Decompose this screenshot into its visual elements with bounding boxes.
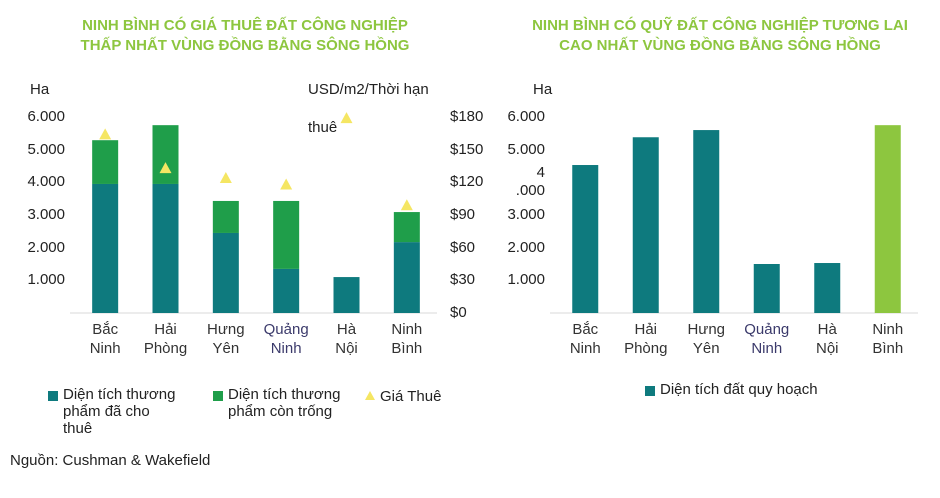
y-tick-label: 3.000 bbox=[27, 206, 65, 223]
bar bbox=[753, 264, 780, 313]
price-marker bbox=[400, 199, 413, 211]
bar bbox=[273, 268, 300, 313]
y2-axis-label: USD/m2/Thời hạn bbox=[308, 81, 429, 98]
y-tick-label: 1.000 bbox=[507, 271, 545, 289]
bar bbox=[874, 125, 901, 314]
price-marker bbox=[99, 128, 112, 140]
y-tick-label: 2.000 bbox=[507, 238, 545, 256]
y2-tick-label: $0 bbox=[450, 304, 467, 321]
y2-tick-label: $150 bbox=[450, 140, 484, 158]
price-marker bbox=[159, 162, 172, 174]
x-tick-label: Hà Nội bbox=[335, 321, 358, 357]
bar bbox=[333, 277, 360, 313]
bar bbox=[693, 130, 720, 313]
bar bbox=[393, 212, 420, 243]
y2-tick-label: $60 bbox=[450, 238, 476, 256]
price-marker bbox=[280, 178, 293, 190]
legend-marker bbox=[645, 386, 655, 396]
x-tick-label: Bắc Ninh bbox=[569, 321, 601, 357]
y-tick-label: 6.000 bbox=[27, 108, 65, 125]
y-tick-label: 3.000 bbox=[507, 206, 545, 223]
bar bbox=[152, 125, 179, 184]
legend-marker bbox=[213, 391, 223, 401]
legend-marker bbox=[365, 391, 375, 400]
y-tick-label: 5.000 bbox=[27, 140, 65, 158]
bar bbox=[814, 263, 841, 313]
y-tick-label: 2.000 bbox=[27, 238, 65, 256]
x-tick-label: Ninh Bình bbox=[391, 321, 423, 357]
x-tick-label: Quảng Ninh bbox=[744, 321, 790, 357]
y-tick-label: 1.000 bbox=[27, 271, 65, 289]
x-tick-label: Ninh Bình bbox=[872, 321, 904, 357]
x-tick-label: Hải Phòng bbox=[624, 321, 668, 357]
bar bbox=[632, 137, 659, 313]
bar bbox=[92, 140, 119, 184]
bar bbox=[152, 183, 179, 313]
legend-label: Diện tích thương phẩm còn trống bbox=[228, 386, 341, 420]
source: Nguồn: Cushman & Wakefield bbox=[10, 452, 211, 469]
x-tick-label: Hà Nội bbox=[815, 321, 839, 357]
price-marker bbox=[340, 112, 353, 124]
bar bbox=[572, 165, 599, 313]
y2-tick-label: $30 bbox=[450, 271, 476, 289]
legend-marker bbox=[48, 391, 58, 401]
y2-tick-label: $90 bbox=[450, 206, 476, 223]
chart-title: NINH BÌNH CÓ GIÁ THUÊ ĐẤT CÔNG NGHIỆP bbox=[82, 17, 408, 34]
y-axis-label: Ha bbox=[30, 81, 50, 98]
chart-title: THẤP NHẤT VÙNG ĐỒNG BẰNG SÔNG HỒNG bbox=[80, 37, 410, 54]
bar bbox=[212, 232, 239, 313]
x-tick-label: Bắc Ninh bbox=[89, 321, 121, 357]
x-tick-label: Hưng Yên bbox=[207, 321, 245, 357]
x-tick-label: Hải Phòng bbox=[143, 321, 188, 357]
x-tick-label: Quảng Ninh bbox=[263, 321, 309, 357]
price-marker bbox=[219, 171, 232, 183]
chart-title: CAO NHẤT VÙNG ĐỒNG BẰNG SÔNG HỒNG bbox=[559, 37, 881, 54]
x-tick-label: Hưng Yên bbox=[687, 321, 726, 357]
y-tick-label: 4.000 bbox=[27, 173, 65, 191]
y2-tick-label: $180 bbox=[450, 108, 484, 125]
y2-tick-label: $120 bbox=[450, 173, 484, 191]
y-tick-label: 4 .000 bbox=[515, 164, 545, 200]
legend-label: Giá Thuê bbox=[380, 388, 442, 405]
chart-title: NINH BÌNH CÓ QUỸ ĐẤT CÔNG NGHIỆP TƯƠNG L… bbox=[532, 17, 908, 34]
bar bbox=[273, 200, 300, 269]
legend-label: Diện tích đất quy hoạch bbox=[660, 381, 818, 398]
bar bbox=[393, 242, 420, 313]
y-tick-label: 6.000 bbox=[507, 108, 545, 125]
bar bbox=[92, 183, 119, 313]
y-tick-label: 5.000 bbox=[507, 140, 545, 158]
y2-axis-label: thuê bbox=[308, 119, 338, 136]
legend-label: Diện tích thương phẩm đã cho thuê bbox=[63, 386, 176, 437]
bar bbox=[212, 200, 239, 233]
y-axis-label: Ha bbox=[533, 81, 553, 98]
